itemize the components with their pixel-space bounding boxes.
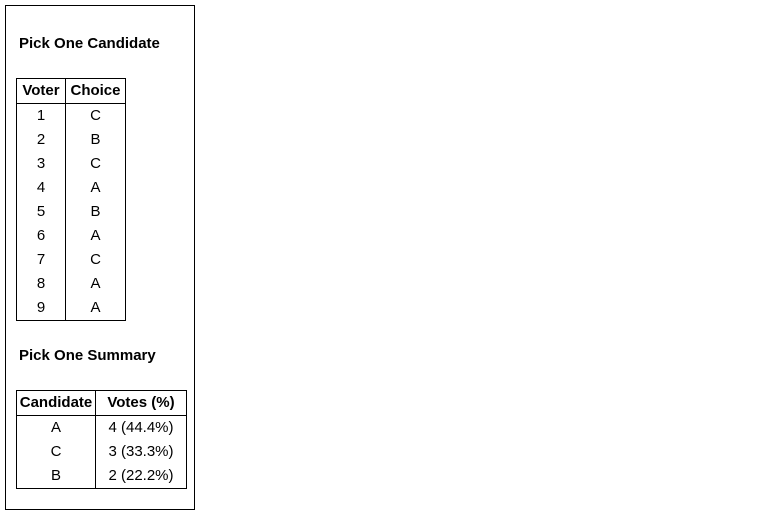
voter-cell: 8 bbox=[16, 272, 66, 296]
voter-cell: 9 bbox=[16, 296, 66, 321]
choice-cell: C bbox=[65, 152, 126, 176]
voter-cell: 1 bbox=[16, 103, 66, 128]
choice-cell: A bbox=[65, 224, 126, 248]
table-row: 5 B bbox=[16, 200, 126, 224]
table-row: C 3 (33.3%) bbox=[16, 440, 187, 464]
table-row: B 2 (22.2%) bbox=[16, 464, 187, 489]
choice-column-header: Choice bbox=[65, 78, 126, 104]
table-row: 7 C bbox=[16, 248, 126, 272]
choice-cell: A bbox=[65, 176, 126, 200]
voter-cell: 2 bbox=[16, 128, 66, 152]
table-row: 2 B bbox=[16, 128, 126, 152]
choice-cell: C bbox=[65, 248, 126, 272]
votes-cell: 3 (33.3%) bbox=[95, 440, 187, 464]
voter-cell: 4 bbox=[16, 176, 66, 200]
voter-cell: 5 bbox=[16, 200, 66, 224]
voter-cell: 3 bbox=[16, 152, 66, 176]
voter-column-header: Voter bbox=[16, 78, 66, 104]
ballot-table: Voter Choice 1 C 2 B 3 C 4 A 5 B bbox=[16, 78, 126, 321]
choice-cell: C bbox=[65, 103, 126, 128]
candidate-column-header: Candidate bbox=[16, 390, 96, 416]
voter-cell: 7 bbox=[16, 248, 66, 272]
candidate-cell: C bbox=[16, 440, 96, 464]
choice-cell: A bbox=[65, 272, 126, 296]
table-row: 4 A bbox=[16, 176, 126, 200]
document-panel: Pick One Candidate Voter Choice 1 C 2 B … bbox=[5, 5, 195, 510]
table-row: A 4 (44.4%) bbox=[16, 415, 187, 440]
table-row: 3 C bbox=[16, 152, 126, 176]
table-row: 6 A bbox=[16, 224, 126, 248]
votes-cell: 4 (44.4%) bbox=[95, 415, 187, 440]
candidate-cell: A bbox=[16, 415, 96, 440]
summary-header-row: Candidate Votes (%) bbox=[16, 390, 187, 416]
choice-cell: A bbox=[65, 296, 126, 321]
table-row: 8 A bbox=[16, 272, 126, 296]
summary-table: Candidate Votes (%) A 4 (44.4%) C 3 (33.… bbox=[16, 390, 187, 489]
votes-cell: 2 (22.2%) bbox=[95, 464, 187, 489]
ballot-header-row: Voter Choice bbox=[16, 78, 126, 104]
choice-cell: B bbox=[65, 128, 126, 152]
table-row: 9 A bbox=[16, 296, 126, 321]
candidate-cell: B bbox=[16, 464, 96, 489]
ballot-title: Pick One Candidate bbox=[19, 35, 160, 52]
table-row: 1 C bbox=[16, 103, 126, 128]
voter-cell: 6 bbox=[16, 224, 66, 248]
choice-cell: B bbox=[65, 200, 126, 224]
summary-title: Pick One Summary bbox=[19, 347, 156, 364]
votes-column-header: Votes (%) bbox=[95, 390, 187, 416]
